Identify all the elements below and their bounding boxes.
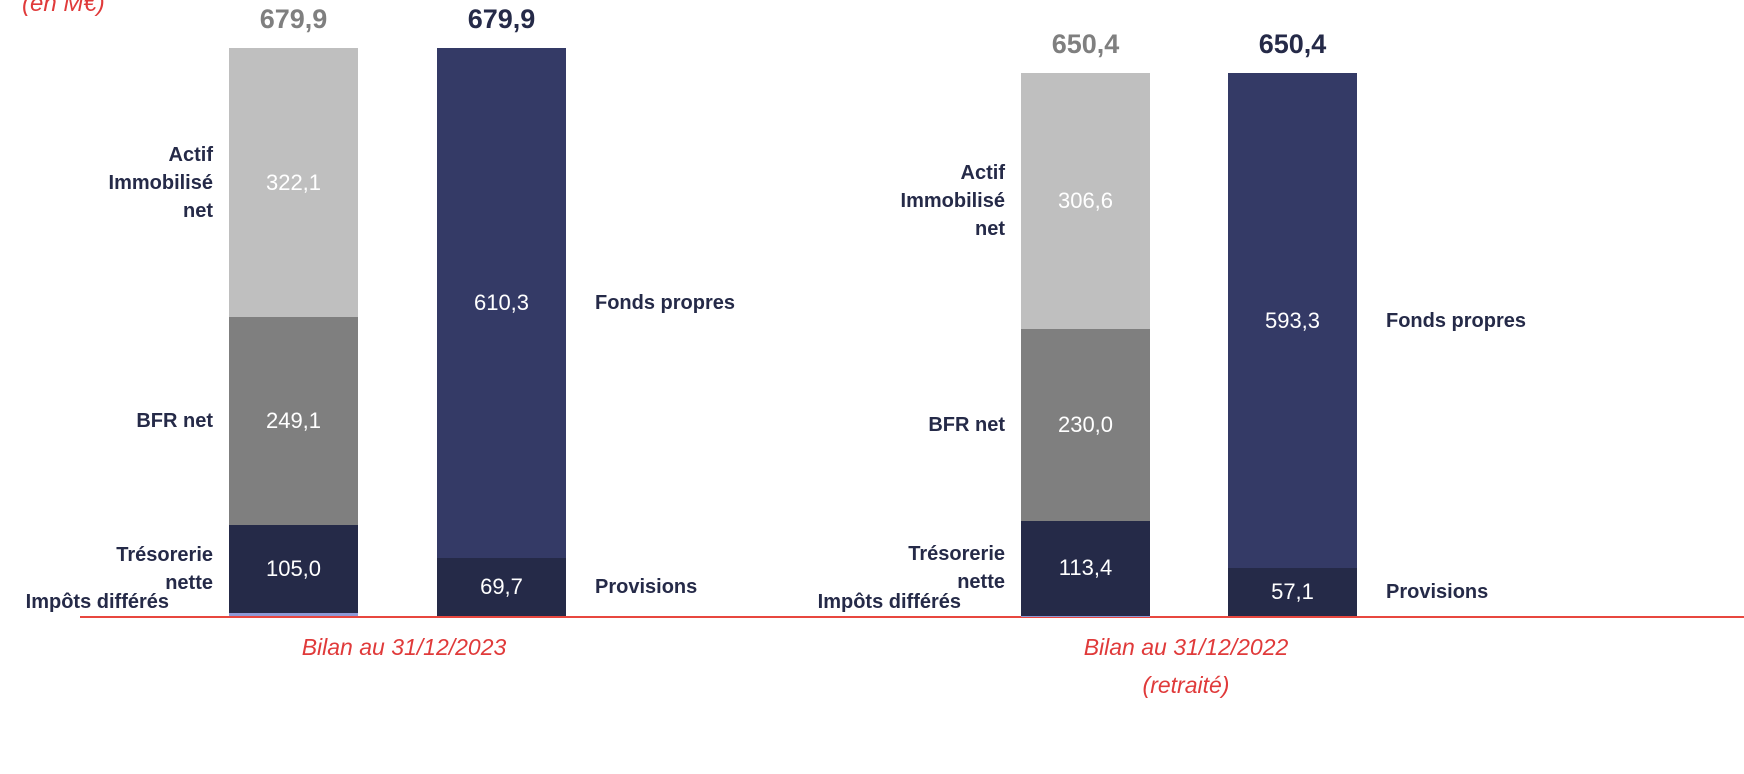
value-label: 230,0 [1057,411,1114,437]
chart-title: Bilan au 31/12/2023 [301,634,507,660]
total-label: 650,4 [1051,28,1120,59]
value-label: 593,3 [1264,307,1321,333]
bar-segment [229,48,358,318]
segment-label: BFR net [928,413,1005,436]
total-label: 650,4 [1258,28,1327,59]
value-label: 249,1 [265,408,322,434]
value-label: 610,3 [473,290,530,315]
bar-segment [437,48,566,558]
value-label: 306,6 [1057,187,1114,213]
bar-segment [1228,568,1357,616]
bar-segment [437,557,566,616]
segment-label: Provisions [595,575,698,598]
segment-label: Actif Immobilisé net [108,143,213,222]
segment-label: Trésorerie nette [908,543,1005,594]
segment-label: BFR net [136,410,213,433]
value-label: 113,4 [1058,555,1113,581]
bar-segment [229,525,358,613]
segment-label: Fonds propres [595,292,736,314]
segment-label: Provisions [1386,581,1489,604]
chart-title: (retraité) [1142,672,1230,698]
bar-segment [229,612,358,616]
segment-label: Actif Immobilisé net [900,161,1005,240]
value-label: 322,1 [265,169,322,195]
value-label: 57,1 [1271,579,1314,605]
segment-label: Impôts différés [817,591,961,613]
baseline [80,616,1744,618]
total-label: 679,9 [259,4,328,35]
segment-label: Impôts différés [25,591,169,613]
value-label: 69,7 [480,573,523,599]
value-label: 105,0 [265,556,322,582]
segment-label: Trésorerie nette [116,544,213,595]
bar-segment [1228,72,1357,569]
bar-segment [1021,328,1150,521]
unit-label: (en M€) [22,0,105,17]
bar-segment [1021,520,1150,616]
segment-label: Fonds propres [1386,309,1527,332]
chart-title: Bilan au 31/12/2022 [1083,634,1289,660]
bar-segment [229,317,358,526]
bar-segment [1021,72,1150,329]
total-label: 679,9 [467,4,536,35]
